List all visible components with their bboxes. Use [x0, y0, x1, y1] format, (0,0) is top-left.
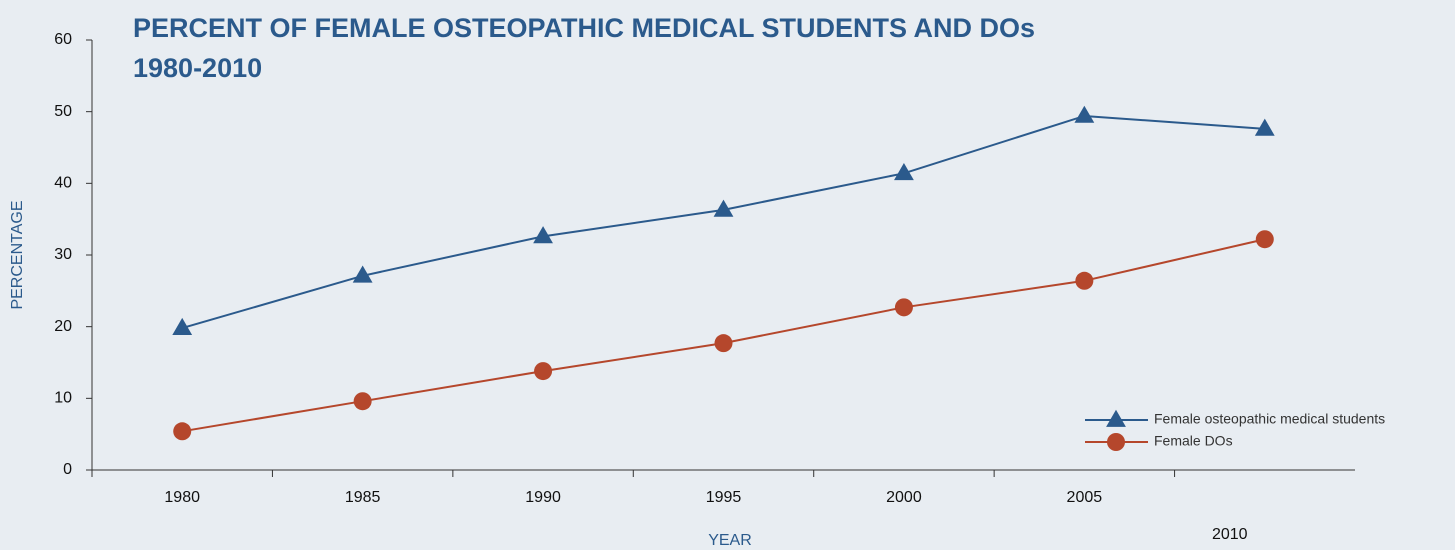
legend-marker: [1106, 409, 1126, 427]
data-point: [713, 199, 734, 217]
data-point: [172, 317, 193, 335]
data-point: [352, 265, 373, 283]
y-tick-label: 0: [63, 461, 72, 478]
y-tick-label: 60: [54, 31, 72, 48]
data-point: [894, 298, 913, 317]
data-point: [533, 226, 553, 244]
x-tick-label: 2010: [1212, 526, 1248, 543]
data-point: [894, 163, 914, 181]
y-tick-label: 10: [54, 390, 72, 407]
y-tick-label: 40: [54, 175, 72, 192]
data-point: [173, 422, 192, 441]
data-point: [1074, 105, 1095, 123]
legend-label: Female osteopathic medical students: [1154, 411, 1385, 427]
y-tick-label: 20: [54, 318, 72, 335]
y-tick-label: 50: [54, 103, 72, 120]
y-axis-label: PERCENTAGE: [9, 200, 26, 309]
data-point: [353, 392, 372, 411]
data-point: [1254, 118, 1275, 136]
x-tick-label: 2000: [886, 489, 922, 506]
series-line: [181, 114, 1265, 330]
y-tick-label: 30: [54, 246, 72, 263]
x-tick-label: 1985: [345, 489, 381, 506]
data-point: [1255, 230, 1274, 249]
data-point: [534, 362, 553, 381]
chart-subtitle: 1980-2010: [133, 53, 262, 83]
x-tick-label: 1980: [164, 489, 200, 506]
x-tick-label: 1995: [706, 489, 742, 506]
x-tick-label: 2005: [1067, 489, 1103, 506]
x-axis-label: YEAR: [708, 532, 752, 549]
chart-title: PERCENT OF FEMALE OSTEOPATHIC MEDICAL ST…: [133, 13, 1035, 43]
legend-marker: [1107, 433, 1125, 451]
x-tick-label: 1990: [525, 489, 561, 506]
legend-label: Female DOs: [1154, 433, 1233, 449]
data-point: [1075, 271, 1094, 290]
data-point: [714, 334, 733, 353]
